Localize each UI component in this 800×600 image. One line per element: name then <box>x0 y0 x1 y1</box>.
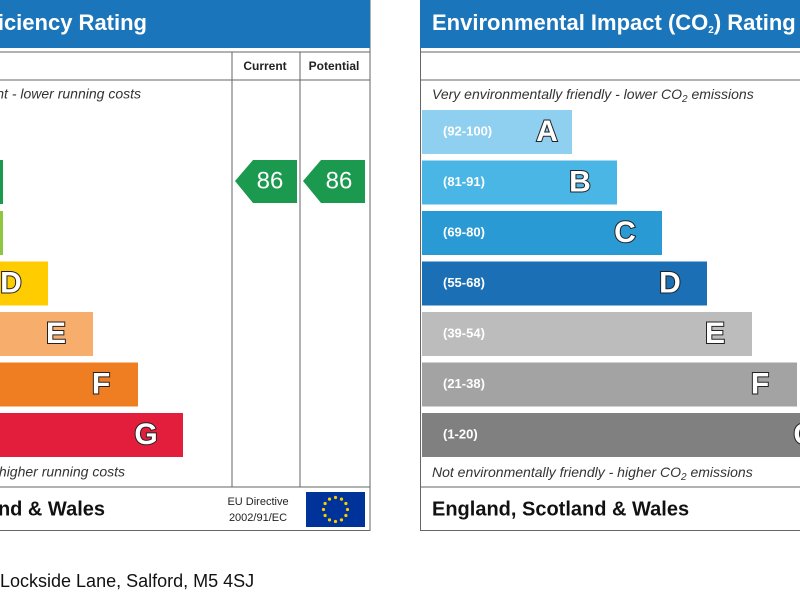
environment-title: Environmental Impact (CO2) Rating <box>432 10 796 36</box>
band-letter: B <box>569 165 591 198</box>
band-range: (69-80) <box>443 224 485 239</box>
note-part: Not environmentally friendly - higher CO <box>432 464 681 480</box>
energy-title: Energy Efficiency Rating <box>0 10 147 35</box>
band-range: (81-91) <box>443 174 485 189</box>
band-letter: D <box>659 266 681 299</box>
band-letter: A <box>536 115 558 148</box>
band-letter: G <box>793 418 800 451</box>
band-bar <box>422 362 797 407</box>
band-bar <box>422 211 662 255</box>
band-range: (39-54) <box>443 325 485 340</box>
band-letter: F <box>92 367 110 400</box>
band-bar <box>0 312 93 356</box>
current-arrow <box>235 160 297 203</box>
eu-star <box>327 518 332 522</box>
title-part: Environmental Impact (CO <box>432 10 708 35</box>
band-bar <box>0 413 183 457</box>
eu-star <box>344 513 348 518</box>
bottom-note: Not environmentally friendly - higher CO… <box>432 464 753 483</box>
eu-star <box>345 507 350 512</box>
band-range: (1-20) <box>443 426 478 441</box>
band-bar <box>422 110 572 154</box>
environment-title-bar <box>420 0 800 48</box>
col-current: Current <box>243 59 286 73</box>
top-note: Very environmentally friendly - lower CO… <box>432 86 754 105</box>
directive: EU Directive <box>227 496 288 508</box>
note-part: emissions <box>688 86 754 102</box>
title-sub: 2 <box>708 25 714 36</box>
note-part: emissions <box>687 464 753 480</box>
eu-star <box>344 501 348 506</box>
band-range: (55-68) <box>443 275 485 290</box>
band-bar <box>0 211 3 255</box>
region: England, Scotland & Wales <box>0 498 105 520</box>
eu-star <box>323 513 327 518</box>
band-letter: D <box>0 266 22 299</box>
eu-star <box>339 518 344 522</box>
eu-star <box>333 495 338 500</box>
band-letter: E <box>705 317 725 350</box>
band-bar <box>422 160 617 205</box>
eu-star <box>327 497 332 501</box>
note-part: Very environmentally friendly - lower CO <box>432 86 682 102</box>
band-range: (92-100) <box>443 123 492 138</box>
eu-stars <box>321 495 350 524</box>
band-letter: C <box>614 216 636 249</box>
note-sub: 2 <box>681 94 688 105</box>
band-range: (21-38) <box>443 376 485 391</box>
band-letter: G <box>134 418 157 451</box>
potential-arrow <box>303 160 365 203</box>
band-letter: F <box>751 367 769 400</box>
band-bar <box>0 261 48 306</box>
eu-star <box>339 497 344 501</box>
current-score: 86 <box>257 167 284 194</box>
band-letter: E <box>46 317 66 350</box>
band-bar <box>422 261 707 306</box>
band-bar <box>422 312 752 356</box>
band-bar <box>0 362 138 407</box>
address: Lockside Lane, Salford, M5 4SJ <box>0 571 254 591</box>
top-note: Very energy efficient - lower running co… <box>0 86 141 102</box>
band-bar <box>422 413 800 457</box>
note-sub: 2 <box>680 472 687 483</box>
directive: 2002/91/EC <box>229 512 287 524</box>
bottom-note: Very inefficient - higher running costs <box>0 464 125 480</box>
col-potential: Potential <box>309 59 360 73</box>
eu-star <box>323 501 327 506</box>
eu-star <box>333 519 338 524</box>
title-part: ) Rating <box>714 10 796 35</box>
potential-score: 86 <box>326 167 353 194</box>
eu-star <box>321 507 326 512</box>
band-bar <box>0 160 3 204</box>
energy-title-bar <box>0 0 370 48</box>
region: England, Scotland & Wales <box>432 498 689 520</box>
